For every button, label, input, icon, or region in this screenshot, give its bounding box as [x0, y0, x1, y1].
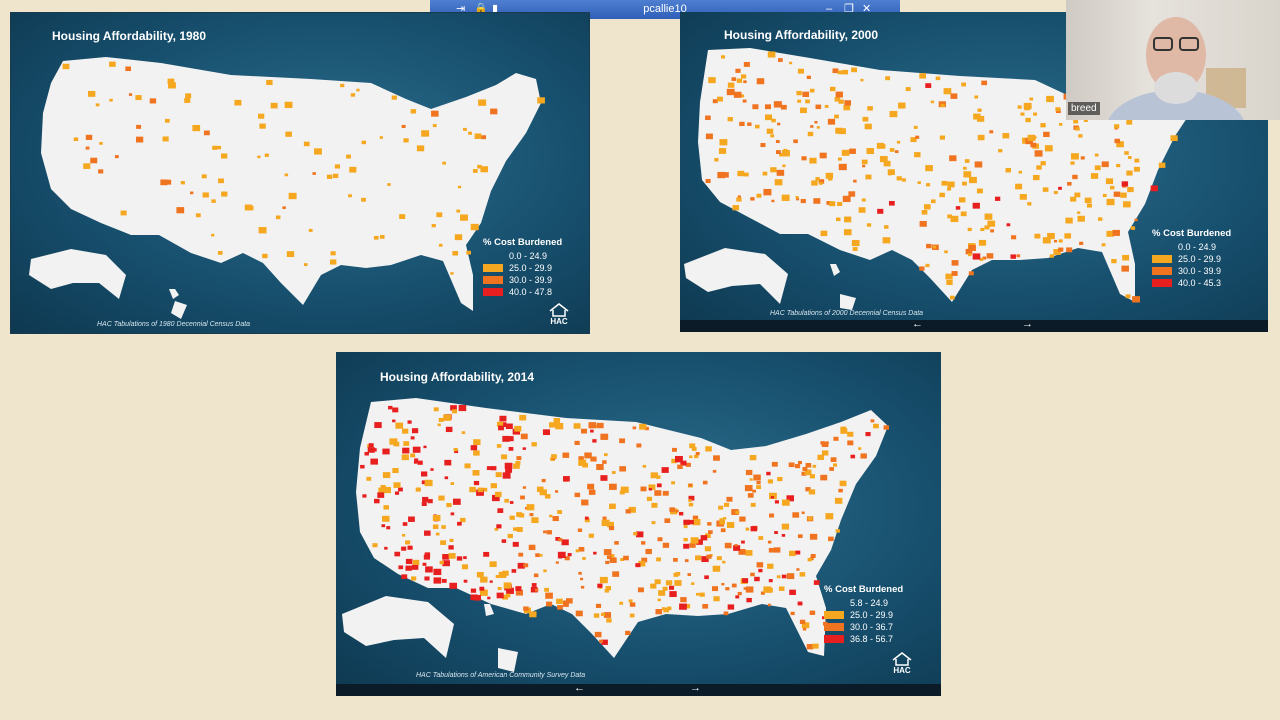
slide-nav-bar: ← → [336, 682, 941, 696]
legend-swatch [1152, 243, 1172, 251]
legend-row: 0.0 - 24.9 [1152, 241, 1231, 253]
legend-row: 25.0 - 29.9 [824, 609, 903, 621]
legend-label: 25.0 - 29.9 [509, 263, 553, 273]
legend-label: 30.0 - 39.9 [509, 275, 553, 285]
prev-arrow-icon[interactable]: ← [912, 318, 923, 330]
legend-title: % Cost Burdened [483, 237, 563, 248]
legend-row: 5.8 - 24.9 [824, 597, 903, 609]
legend-swatch [824, 611, 844, 619]
legend-title: % Cost Burdened [1152, 228, 1232, 239]
legend-label: 30.0 - 39.9 [1178, 266, 1222, 276]
legend-swatch [824, 623, 844, 631]
map-panel-2014: Housing Affordability, 2014 % Cost Burde… [336, 352, 941, 696]
legend-label: 5.8 - 24.9 [850, 598, 889, 608]
webcam-video: breed [1066, 0, 1280, 120]
signal-icon[interactable]: ▮ [492, 3, 499, 15]
legend-row: 30.0 - 39.9 [483, 274, 562, 286]
map-title: Housing Affordability, 2014 [380, 370, 535, 384]
logo-text: HAC [893, 666, 911, 675]
person-video-frame [1108, 17, 1246, 120]
legend-row: 25.0 - 29.9 [1152, 253, 1231, 265]
legend-label: 36.8 - 56.7 [850, 634, 894, 644]
minimize-icon[interactable]: – [826, 3, 833, 15]
source-note: HAC Tabulations of American Community Su… [416, 672, 586, 679]
map-panel-1980: Housing Affordability, 1980 % Cost Burde… [10, 12, 590, 334]
pin-icon[interactable]: ⇥ [456, 3, 466, 15]
us-map [342, 398, 890, 672]
legend-swatch [483, 276, 503, 284]
hac-logo: HAC [884, 652, 920, 675]
legend-swatch [483, 252, 503, 260]
map-title: Housing Affordability, 2000 [724, 28, 879, 42]
hac-logo: HAC [541, 303, 577, 326]
next-arrow-icon[interactable]: → [1022, 318, 1033, 330]
legend-label: 0.0 - 24.9 [1178, 242, 1217, 252]
legend-label: 25.0 - 29.9 [850, 610, 894, 620]
legend-title: % Cost Burdened [824, 584, 904, 595]
legend-swatch [824, 635, 844, 643]
legend-swatch [483, 264, 503, 272]
restore-icon[interactable]: ❐ [844, 3, 854, 15]
legend-swatch [824, 599, 844, 607]
legend-row: 30.0 - 36.7 [824, 621, 903, 633]
participant-name: breed [1068, 102, 1100, 115]
house-icon [549, 303, 569, 317]
map-title: Housing Affordability, 1980 [52, 29, 207, 43]
legend-label: 25.0 - 29.9 [1178, 254, 1222, 264]
source-note: HAC Tabulations of 2000 Decennial Census… [770, 310, 924, 317]
county-shading [62, 61, 545, 275]
legend-row: 30.0 - 39.9 [1152, 265, 1231, 277]
legend: % Cost Burdened 0.0 - 24.9 25.0 - 29.9 3… [1152, 228, 1231, 289]
legend-label: 40.0 - 47.8 [509, 287, 553, 297]
legend-swatch [1152, 255, 1172, 263]
legend-label: 0.0 - 24.9 [509, 251, 548, 261]
us-map [29, 57, 545, 319]
close-icon[interactable]: ✕ [862, 3, 872, 15]
legend-row: 40.0 - 45.3 [1152, 277, 1231, 289]
legend-row: 40.0 - 47.8 [483, 286, 562, 298]
next-arrow-icon[interactable]: → [690, 682, 701, 694]
legend: % Cost Burdened 5.8 - 24.9 25.0 - 29.9 3… [824, 584, 903, 645]
legend: % Cost Burdened 0.0 - 24.9 25.0 - 29.9 3… [483, 237, 562, 298]
legend-row: 36.8 - 56.7 [824, 633, 903, 645]
county-shading [360, 404, 890, 650]
house-icon [892, 652, 912, 666]
window-title: pcallie10 [643, 3, 687, 15]
legend-swatch [1152, 279, 1172, 287]
slide-nav-bar: ← → [680, 318, 1268, 332]
legend-label: 40.0 - 45.3 [1178, 278, 1222, 288]
legend-swatch [483, 288, 503, 296]
logo-text: HAC [550, 317, 568, 326]
legend-label: 30.0 - 36.7 [850, 622, 894, 632]
prev-arrow-icon[interactable]: ← [574, 682, 585, 694]
source-note: HAC Tabulations of 1980 Decennial Census… [97, 321, 251, 328]
legend-row: 25.0 - 29.9 [483, 262, 562, 274]
legend-swatch [1152, 267, 1172, 275]
legend-row: 0.0 - 24.9 [483, 250, 562, 262]
